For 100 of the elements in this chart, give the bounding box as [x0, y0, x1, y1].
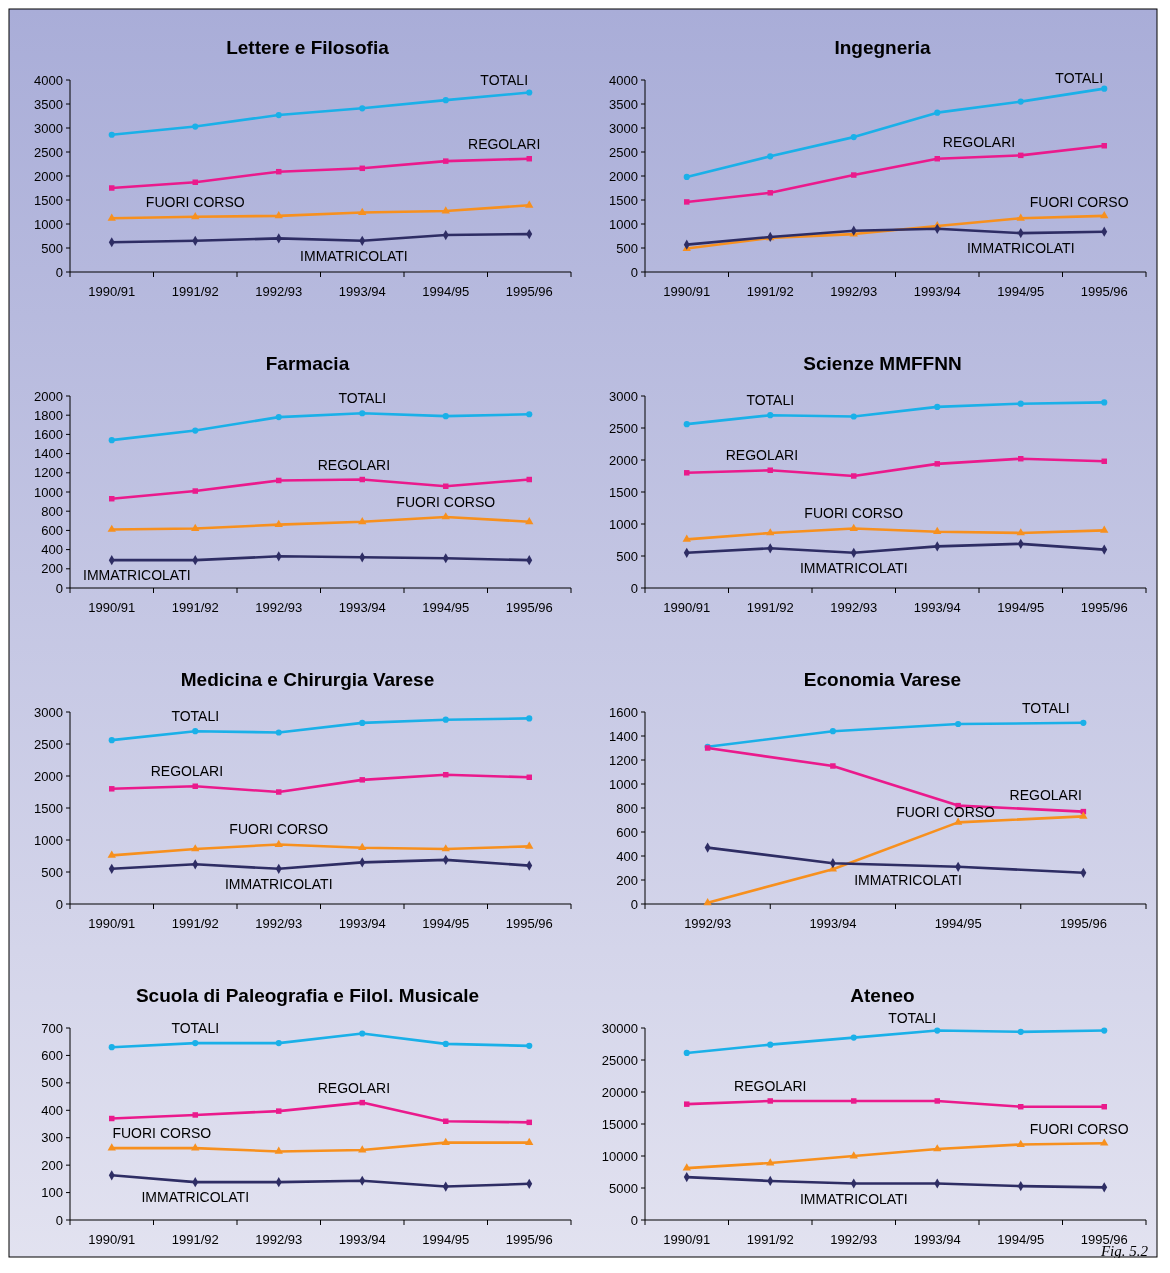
x-tick-label: 1993/94: [809, 916, 857, 931]
y-tick-label: 400: [41, 1102, 63, 1118]
x-tick-label: 1994/95: [997, 600, 1045, 615]
y-tick-label: 15000: [601, 1116, 638, 1132]
point: [767, 412, 774, 419]
y-tick-label: 1000: [34, 216, 63, 232]
y-tick-label: 1600: [609, 704, 638, 720]
x-tick-label: 1991/92: [171, 916, 219, 931]
x-tick-label: 1994/95: [422, 600, 470, 615]
point: [108, 737, 115, 744]
point: [359, 1030, 366, 1037]
point: [359, 777, 365, 783]
point: [526, 1042, 533, 1049]
y-tick-label: 1000: [609, 516, 638, 532]
point: [850, 1034, 857, 1041]
point: [358, 516, 367, 525]
series-label: FUORI CORSO: [896, 804, 996, 821]
y-tick-label: 1000: [34, 484, 63, 500]
point: [1101, 85, 1108, 92]
series-label: IMMATRICOLATI: [141, 1189, 250, 1206]
y-tick-label: 0: [55, 580, 63, 596]
point: [274, 211, 283, 219]
x-tick-label: 1995/96: [1080, 284, 1128, 299]
x-tick-label: 1993/94: [338, 1232, 386, 1247]
point: [108, 1044, 115, 1051]
y-tick-label: 0: [630, 896, 638, 912]
y-tick-label: 2500: [34, 144, 63, 160]
series-label: FUORI CORSO: [229, 821, 329, 838]
y-tick-label: 2500: [609, 420, 638, 436]
y-tick-label: 2000: [34, 768, 63, 784]
x-tick-label: 1994/95: [422, 916, 470, 931]
series-label: TOTALI: [888, 1009, 937, 1026]
chart-title: Farmacia: [265, 353, 350, 374]
x-tick-label: 1990/91: [88, 916, 136, 931]
point: [766, 528, 775, 536]
y-tick-label: 600: [616, 824, 638, 840]
y-tick-label: 500: [616, 548, 638, 564]
series-label: FUORI CORSO: [1029, 1120, 1129, 1137]
series-label: TOTALI: [1055, 69, 1104, 86]
point: [703, 897, 712, 906]
point: [684, 1101, 690, 1107]
y-tick-label: 500: [41, 240, 63, 256]
y-tick-label: 1200: [34, 465, 63, 481]
y-tick-label: 1800: [34, 407, 63, 423]
y-tick-label: 0: [55, 1212, 63, 1228]
y-tick-label: 200: [616, 872, 638, 888]
chart-title: Ingegneria: [834, 37, 931, 58]
y-tick-label: 3000: [34, 704, 63, 720]
y-tick-label: 2500: [34, 736, 63, 752]
point: [276, 1108, 282, 1114]
y-tick-label: 500: [41, 864, 63, 880]
point: [108, 437, 115, 444]
y-tick-label: 25000: [601, 1052, 638, 1068]
point: [191, 844, 200, 852]
point: [192, 123, 199, 130]
point: [109, 786, 115, 792]
point: [767, 1041, 774, 1048]
series-label: IMMATRICOLATI: [83, 567, 191, 584]
series-label: IMMATRICOLATI: [966, 240, 1075, 257]
x-tick-label: 1995/96: [505, 600, 553, 615]
point: [851, 172, 857, 178]
point: [441, 1137, 450, 1146]
point: [274, 839, 283, 847]
y-tick-label: 600: [41, 522, 63, 538]
series-label: TOTALI: [171, 708, 220, 725]
point: [358, 842, 367, 851]
series-label: FUORI CORSO: [145, 193, 245, 210]
y-tick-label: 0: [55, 896, 63, 912]
y-tick-label: 0: [630, 1212, 638, 1228]
point: [442, 716, 449, 723]
x-tick-label: 1994/95: [997, 1232, 1045, 1247]
point: [358, 207, 367, 215]
point: [1016, 1139, 1025, 1147]
y-tick-label: 400: [41, 542, 63, 558]
point: [1101, 399, 1108, 406]
series-label: REGOLARI: [150, 763, 224, 780]
y-tick-label: 400: [616, 848, 638, 864]
point: [955, 720, 962, 728]
y-tick-label: 1500: [34, 192, 63, 208]
x-tick-label: 1991/92: [746, 1232, 794, 1247]
x-tick-label: 1992/93: [255, 284, 303, 299]
point: [359, 105, 366, 112]
point: [934, 1098, 940, 1104]
chart-title: Lettere e Filosofia: [226, 37, 390, 58]
point: [1017, 400, 1024, 407]
chart-title: Scuola di Paleografia e Filol. Musicale: [135, 985, 480, 1006]
point: [1079, 811, 1088, 819]
y-tick-label: 0: [630, 580, 638, 596]
y-tick-label: 2500: [609, 144, 638, 160]
point: [934, 109, 941, 116]
x-tick-label: 1991/92: [171, 1232, 219, 1247]
point: [191, 1143, 200, 1151]
x-tick-label: 1993/94: [913, 1232, 961, 1247]
point: [525, 516, 534, 525]
point: [192, 1112, 198, 1118]
x-tick-label: 1993/94: [913, 284, 961, 299]
x-tick-label: 1991/92: [746, 600, 794, 615]
point: [107, 850, 116, 858]
series-label: TOTALI: [480, 71, 529, 88]
y-tick-label: 600: [41, 1047, 63, 1063]
